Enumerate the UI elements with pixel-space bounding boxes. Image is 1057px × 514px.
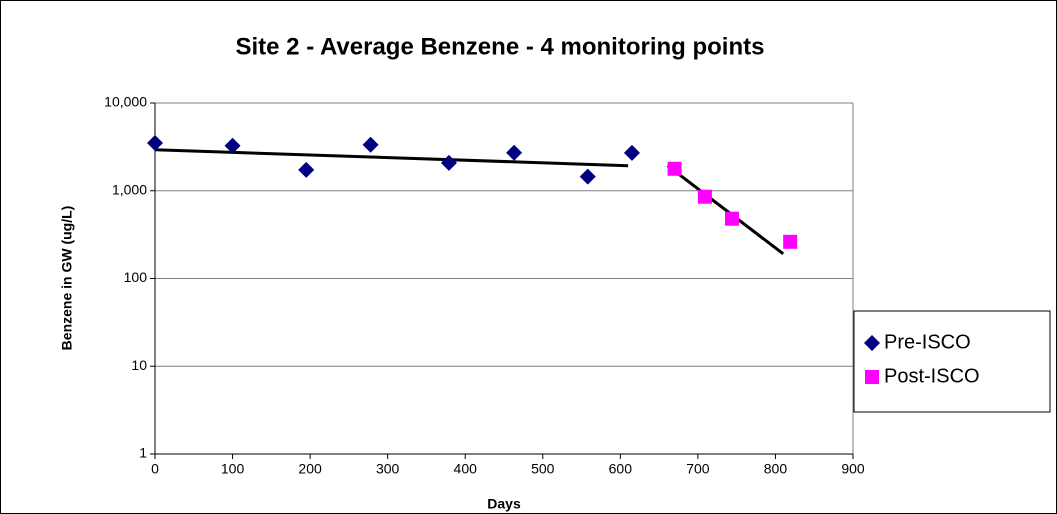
point: [725, 211, 740, 226]
point: [697, 189, 712, 204]
x-tick-label: 500: [531, 461, 555, 477]
point: [298, 161, 315, 178]
y-tick-label: 1,000: [112, 181, 147, 197]
y-tick-label: 1: [139, 445, 147, 461]
point: [506, 144, 523, 161]
legend-marker: [864, 335, 880, 351]
trendline: [154, 148, 629, 168]
legend-box: [853, 310, 1051, 413]
x-tick-label: 300: [376, 461, 400, 477]
x-tick-label: 900: [841, 461, 865, 477]
point: [783, 234, 798, 249]
y-axis-label: Benzene in GW (ug/L): [59, 206, 75, 351]
point: [667, 161, 682, 176]
x-tick-label: 400: [454, 461, 478, 477]
x-axis-label: Days: [487, 496, 521, 512]
y-tick-label: 10: [131, 357, 147, 373]
legend-marker: [865, 370, 879, 384]
point: [579, 168, 596, 185]
point: [440, 154, 457, 171]
y-tick-label: 10,000: [104, 94, 147, 110]
point: [623, 144, 640, 161]
x-tick-label: 100: [221, 461, 245, 477]
x-tick-label: 700: [686, 461, 710, 477]
y-tick-label: 100: [124, 269, 148, 285]
legend-label: Post-ISCO: [884, 365, 980, 387]
x-tick-label: 800: [764, 461, 788, 477]
x-tick-label: 200: [298, 461, 322, 477]
point: [224, 137, 241, 154]
chart-title: Site 2 - Average Benzene - 4 monitoring …: [236, 33, 765, 60]
trendline: [666, 164, 785, 256]
legend-label: Pre-ISCO: [884, 331, 971, 353]
x-tick-label: 600: [609, 461, 633, 477]
x-tick-label: 0: [151, 461, 159, 477]
point: [147, 135, 163, 152]
point: [362, 136, 379, 153]
